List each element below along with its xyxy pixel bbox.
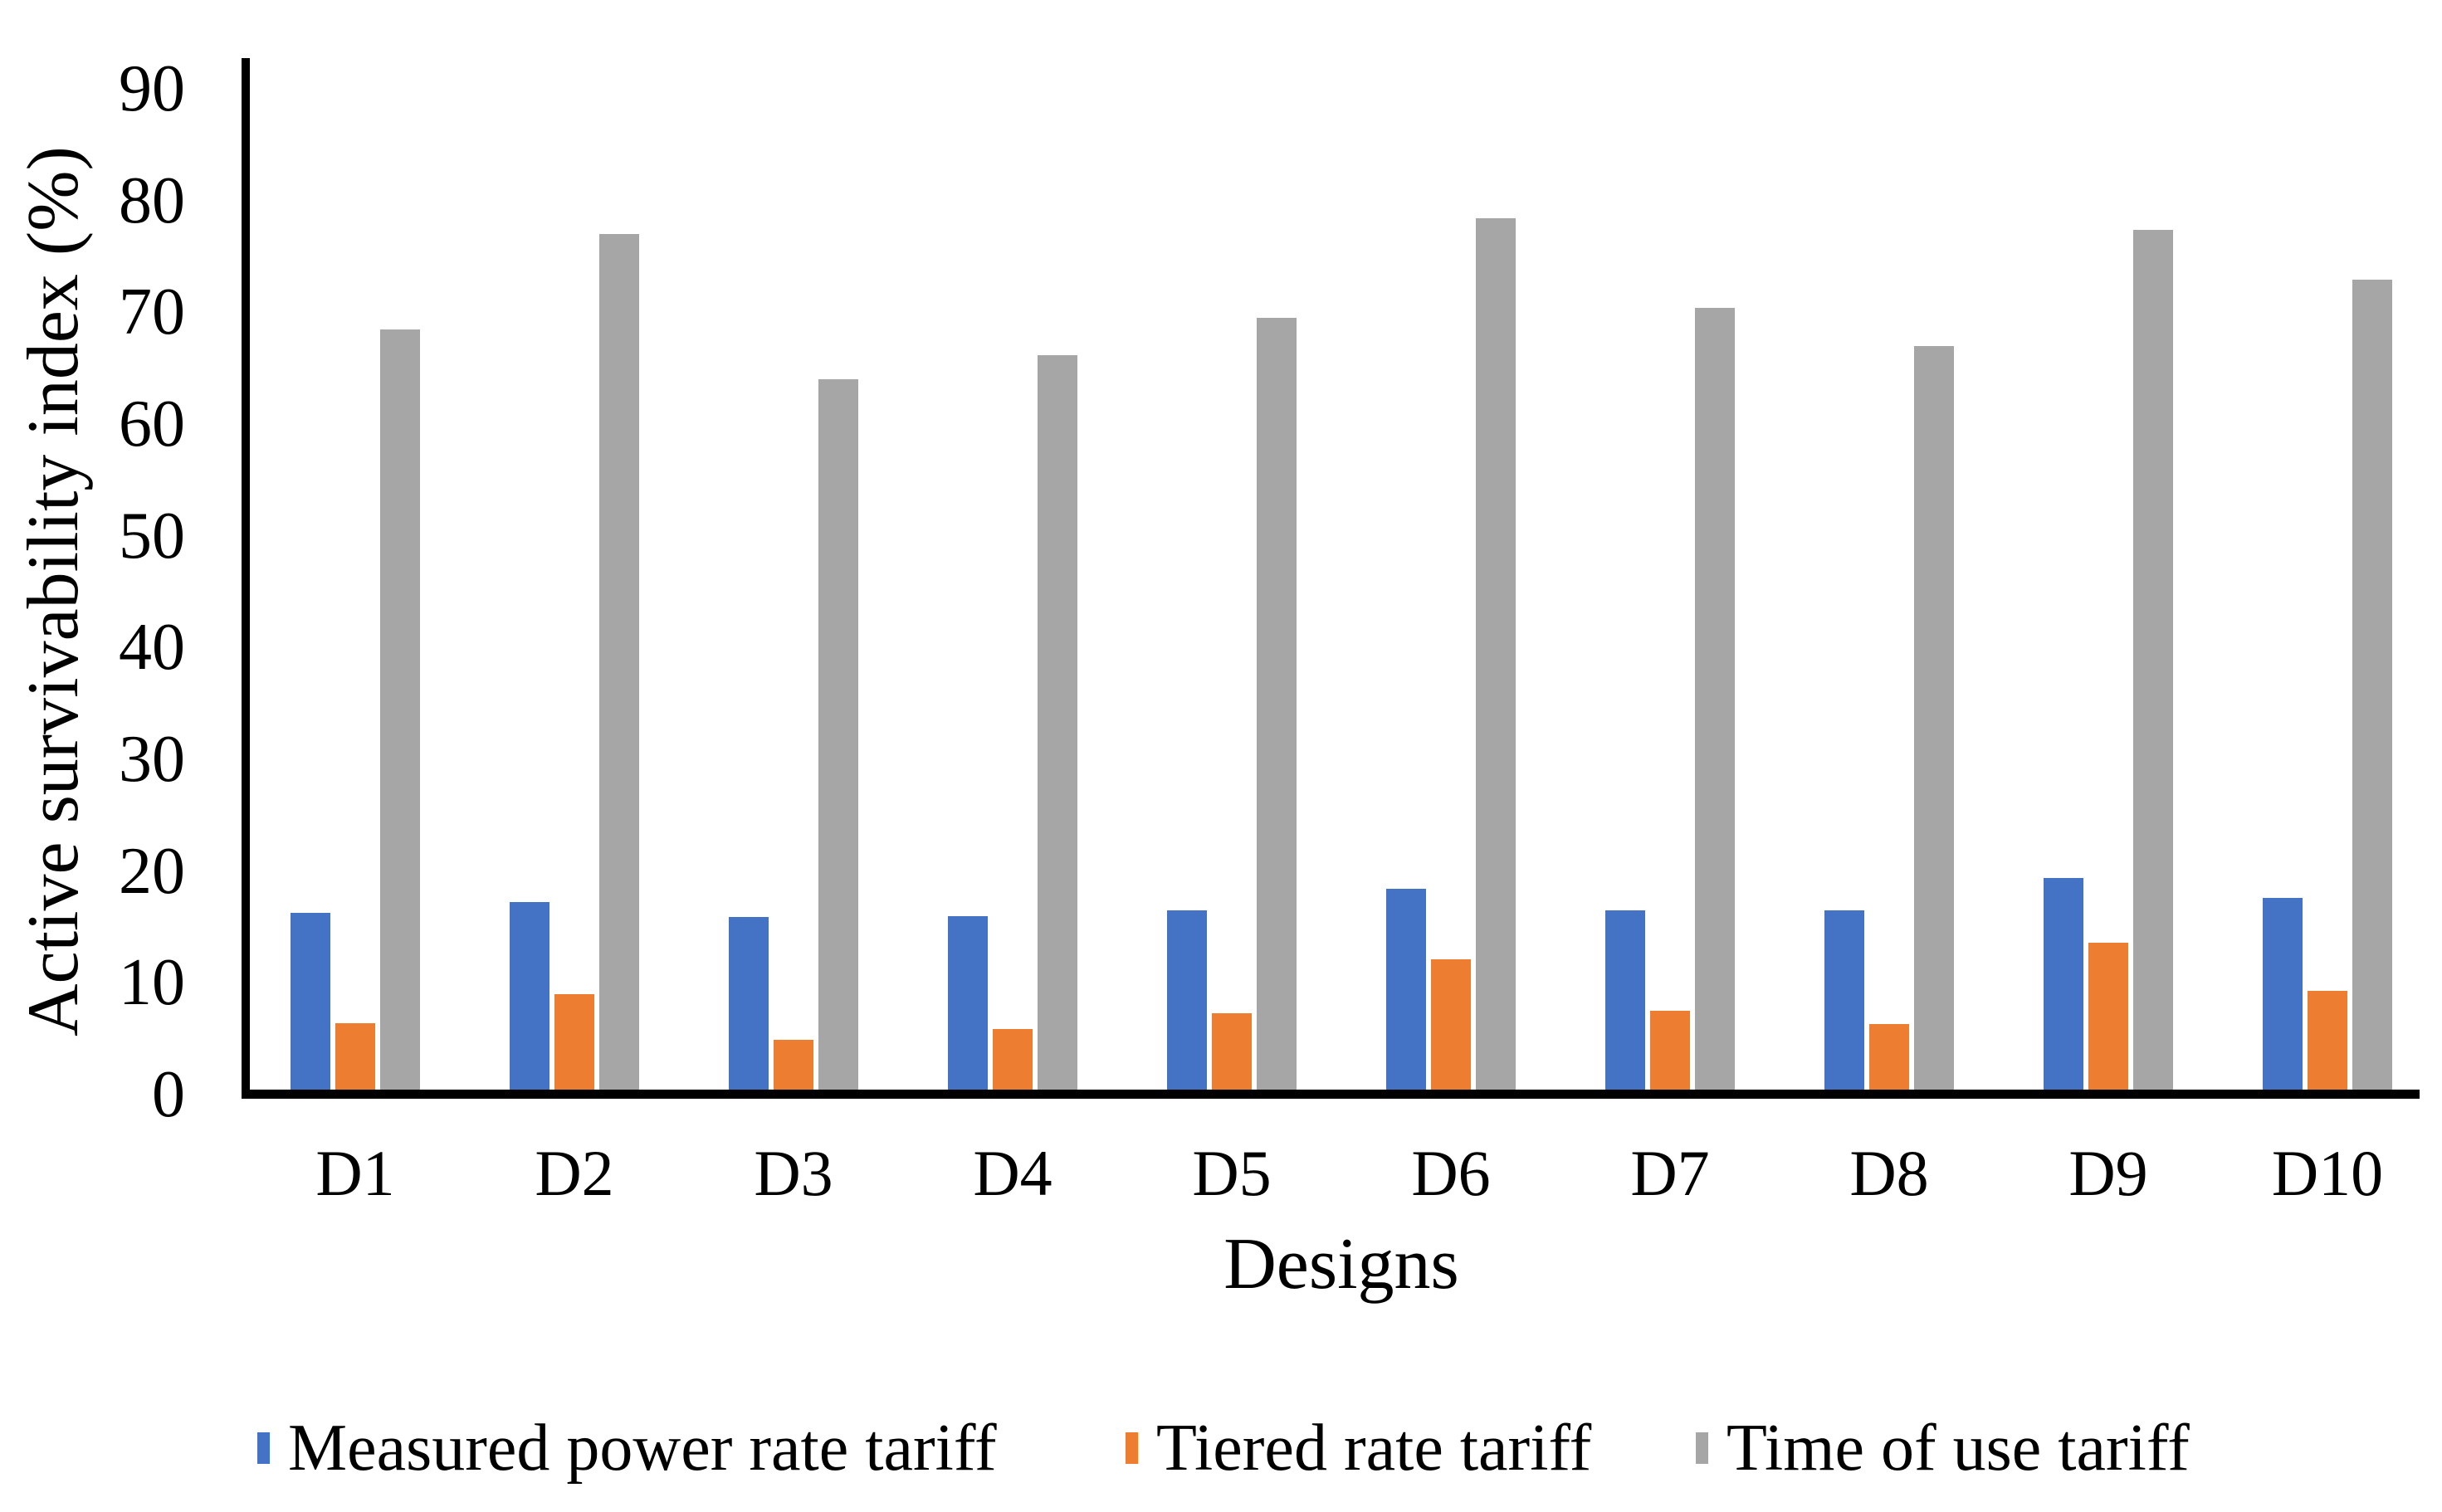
measured-power-rate-tariff-bar-d9 bbox=[2044, 877, 2083, 1095]
time-of-use-tariff-bar-d1 bbox=[380, 329, 420, 1095]
y-tick-label-0: 0 bbox=[152, 1058, 185, 1131]
legend-item-time-of-use-tariff: Time of use tariff bbox=[1696, 1411, 2190, 1485]
chart-legend: Measured power rate tariff Tiered rate ta… bbox=[0, 1411, 2442, 1485]
tiered-rate-tariff-bar-d1 bbox=[335, 1022, 375, 1095]
bar-cluster-d7 bbox=[1560, 89, 1780, 1095]
time-of-use-tariff-bar-d7 bbox=[1695, 307, 1735, 1095]
x-tick-label-d2: D2 bbox=[535, 1137, 614, 1209]
measured-power-rate-tariff-bar-d6 bbox=[1386, 889, 1426, 1095]
measured-power-rate-tariff-bar-d8 bbox=[1824, 910, 1864, 1095]
bar-cluster-d5 bbox=[1122, 89, 1341, 1095]
x-axis-tick-labels: D1 D2 D3 D4 D5 D6 D7 D8 D9 D10 bbox=[246, 1141, 2437, 1206]
x-axis-line bbox=[242, 1090, 2420, 1099]
tiered-rate-tariff-bar-d6 bbox=[1431, 959, 1471, 1095]
bar-cluster-d8 bbox=[1780, 89, 1999, 1095]
tiered-rate-tariff-bar-d7 bbox=[1650, 1011, 1690, 1095]
x-tick-label-d1: D1 bbox=[315, 1137, 395, 1209]
measured-power-rate-tariff-bar-d3 bbox=[729, 916, 769, 1095]
y-tick-label-70: 70 bbox=[119, 276, 185, 349]
x-tick-label-d6: D6 bbox=[1411, 1137, 1491, 1209]
legend-item-measured-power-rate-tariff: Measured power rate tariff bbox=[257, 1411, 997, 1485]
measured-power-rate-tariff-bar-d10 bbox=[2263, 898, 2303, 1095]
x-tick-label-d8: D8 bbox=[1849, 1137, 1929, 1209]
legend-swatch-icon bbox=[257, 1432, 270, 1464]
time-of-use-tariff-bar-d6 bbox=[1476, 218, 1516, 1095]
y-tick-label-10: 10 bbox=[119, 946, 185, 1020]
legend-item-tiered-rate-tariff: Tiered rate tariff bbox=[1126, 1411, 1591, 1485]
tiered-rate-tariff-bar-d4 bbox=[993, 1028, 1033, 1095]
measured-power-rate-tariff-bar-d7 bbox=[1605, 910, 1645, 1095]
bar-cluster-d9 bbox=[1999, 89, 2218, 1095]
time-of-use-tariff-bar-d3 bbox=[818, 379, 858, 1095]
x-tick-label-d10: D10 bbox=[2271, 1137, 2384, 1209]
y-tick-label-50: 50 bbox=[119, 499, 185, 573]
time-of-use-tariff-bar-d9 bbox=[2133, 229, 2173, 1095]
y-tick-label-80: 80 bbox=[119, 163, 185, 237]
time-of-use-tariff-bar-d5 bbox=[1257, 318, 1297, 1095]
x-tick-label-d5: D5 bbox=[1192, 1137, 1272, 1209]
legend-label: Tiered rate tariff bbox=[1156, 1412, 1592, 1485]
x-tick-label-d9: D9 bbox=[2068, 1137, 2148, 1209]
x-axis-title: Designs bbox=[1223, 1224, 1459, 1305]
measured-power-rate-tariff-bar-d2 bbox=[510, 902, 549, 1095]
measured-power-rate-tariff-bar-d5 bbox=[1167, 910, 1207, 1095]
x-tick-label-d3: D3 bbox=[754, 1137, 833, 1209]
time-of-use-tariff-bar-d8 bbox=[1914, 345, 1954, 1095]
y-tick-label-30: 30 bbox=[119, 723, 185, 796]
legend-label: Time of use tariff bbox=[1726, 1412, 2190, 1485]
bar-cluster-d10 bbox=[2218, 89, 2437, 1095]
tiered-rate-tariff-bar-d3 bbox=[774, 1040, 813, 1095]
bar-cluster-d2 bbox=[465, 89, 684, 1095]
measured-power-rate-tariff-bar-d1 bbox=[291, 912, 330, 1095]
y-tick-label-90: 90 bbox=[119, 52, 185, 125]
y-axis-line bbox=[242, 58, 250, 1099]
bar-cluster-d3 bbox=[684, 89, 903, 1095]
x-tick-label-d7: D7 bbox=[1630, 1137, 1710, 1209]
tiered-rate-tariff-bar-d2 bbox=[554, 993, 594, 1095]
y-tick-label-60: 60 bbox=[119, 388, 185, 461]
y-tick-label-20: 20 bbox=[119, 834, 185, 908]
plot-area bbox=[246, 89, 2437, 1095]
tiered-rate-tariff-bar-d8 bbox=[1869, 1024, 1909, 1095]
tiered-rate-tariff-bar-d9 bbox=[2088, 942, 2128, 1095]
bar-cluster-d6 bbox=[1341, 89, 1560, 1095]
legend-swatch-icon bbox=[1126, 1432, 1138, 1464]
y-axis-tick-labels: 90 80 70 60 50 40 30 20 10 0 bbox=[0, 56, 185, 1128]
legend-swatch-icon bbox=[1696, 1432, 1708, 1464]
tiered-rate-tariff-bar-d10 bbox=[2308, 990, 2347, 1095]
legend-label: Measured power rate tariff bbox=[288, 1412, 997, 1485]
time-of-use-tariff-bar-d10 bbox=[2352, 280, 2392, 1095]
y-tick-label-40: 40 bbox=[119, 611, 185, 685]
x-tick-label-d4: D4 bbox=[973, 1137, 1053, 1209]
measured-power-rate-tariff-bar-d4 bbox=[948, 915, 988, 1095]
tiered-rate-tariff-bar-d5 bbox=[1212, 1012, 1252, 1095]
time-of-use-tariff-bar-d4 bbox=[1038, 354, 1077, 1095]
time-of-use-tariff-bar-d2 bbox=[599, 234, 639, 1095]
bar-cluster-d4 bbox=[903, 89, 1122, 1095]
bar-cluster-d1 bbox=[246, 89, 465, 1095]
